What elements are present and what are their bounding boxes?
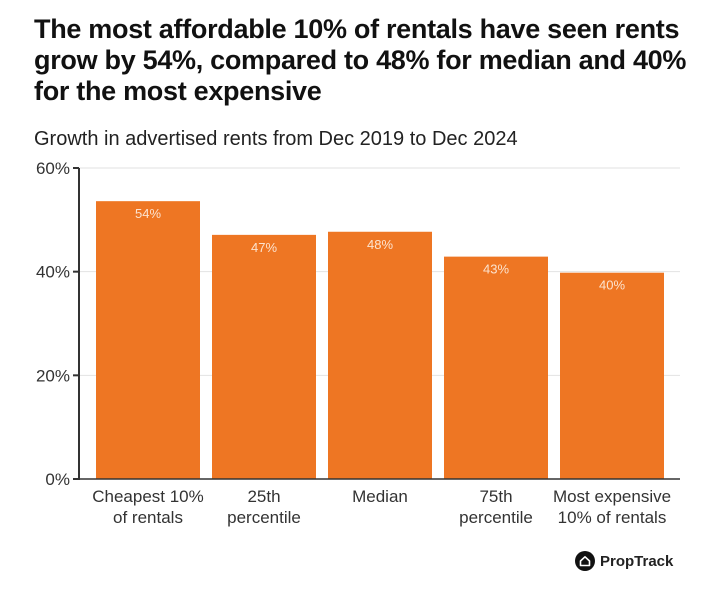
x-tick-label: percentile <box>227 508 301 527</box>
bar <box>560 272 664 479</box>
data-label: 48% <box>367 237 393 252</box>
chart-title: The most affordable 10% of rentals have … <box>34 14 687 106</box>
x-tick-label: 10% of rentals <box>558 508 667 527</box>
bar <box>328 231 432 479</box>
y-tick-label: 0% <box>45 470 70 489</box>
chart-subtitle: Growth in advertised rents from Dec 2019… <box>34 128 518 150</box>
data-label: 47% <box>251 240 277 255</box>
house-icon <box>575 551 595 571</box>
brand-name: PropTrack <box>600 552 674 570</box>
bar <box>96 201 200 479</box>
x-tick-label: Cheapest 10% <box>92 487 204 506</box>
y-tick-label: 20% <box>36 366 70 385</box>
x-tick-label: Most expensive <box>553 487 671 506</box>
data-label: 54% <box>135 206 161 221</box>
x-tick-label: 75th <box>479 487 512 506</box>
x-tick-label: percentile <box>459 508 533 527</box>
data-label: 40% <box>599 278 625 293</box>
y-tick-label: 40% <box>36 263 70 282</box>
data-label: 43% <box>483 262 509 277</box>
x-tick-label: of rentals <box>113 508 183 527</box>
proptrack-logo: PropTrack <box>575 551 673 571</box>
bar <box>212 234 316 479</box>
y-tick-label: 60% <box>36 159 70 178</box>
x-tick-label: Median <box>352 487 408 506</box>
bar <box>444 256 548 479</box>
x-tick-label: 25th <box>247 487 280 506</box>
